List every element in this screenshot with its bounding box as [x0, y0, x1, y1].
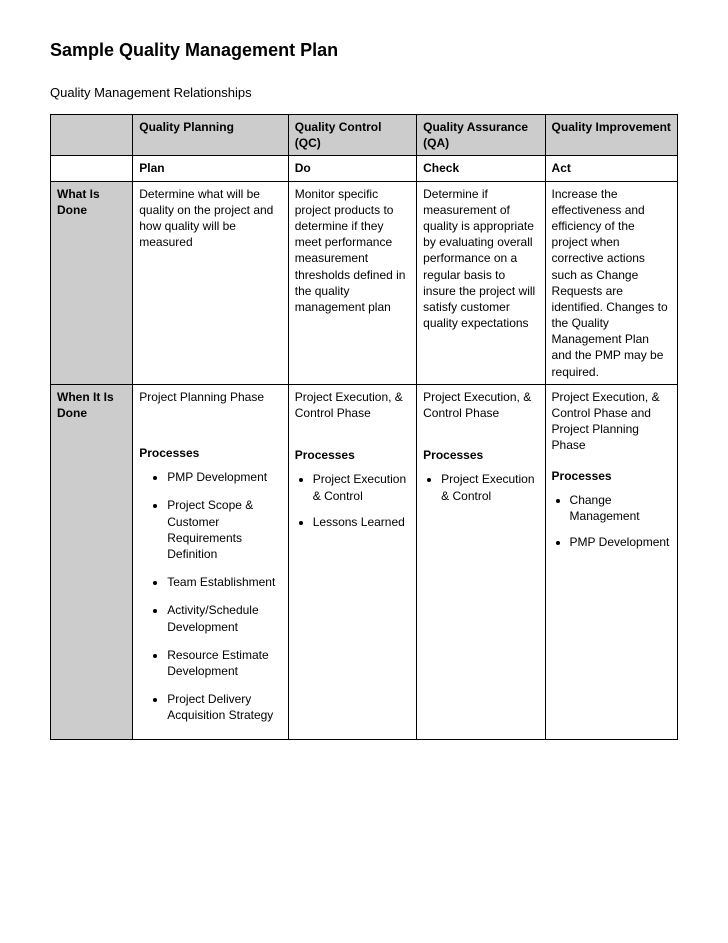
subheader-col4: Act [545, 156, 677, 181]
subheader-blank [51, 156, 133, 181]
list-item: Project Scope & Customer Requirements De… [167, 497, 281, 562]
subheader-col1: Plan [133, 156, 288, 181]
list-item: PMP Development [570, 534, 671, 550]
row2-c2: Project Execution, & Control Phase Proce… [288, 384, 416, 740]
row1-c4: Increase the effectiveness and efficienc… [545, 181, 677, 384]
page-title: Sample Quality Management Plan [50, 40, 678, 61]
phase-text: Project Execution, & Control Phase [423, 389, 538, 421]
list-item: Change Management [570, 492, 671, 524]
qm-table: Quality Planning Quality Control (QC) Qu… [50, 114, 678, 740]
header-blank [51, 115, 133, 156]
processes-heading: Processes [552, 468, 671, 484]
row2-c3: Project Execution, & Control Phase Proce… [417, 384, 545, 740]
table-row-subheader: Plan Do Check Act [51, 156, 678, 181]
subheader-col3: Check [417, 156, 545, 181]
header-col2: Quality Control (QC) [288, 115, 416, 156]
list-item: Team Establishment [167, 574, 281, 590]
list-item: Activity/Schedule Development [167, 602, 281, 634]
row1-c3: Determine if measurement of quality is a… [417, 181, 545, 384]
process-list: Project Execution & Control [423, 471, 538, 503]
row2-label: When It Is Done [51, 384, 133, 740]
list-item: Resource Estimate Development [167, 647, 281, 679]
table-row: When It Is Done Project Planning Phase P… [51, 384, 678, 740]
phase-text: Project Planning Phase [139, 389, 281, 405]
page-subtitle: Quality Management Relationships [50, 85, 678, 100]
row2-c1: Project Planning Phase Processes PMP Dev… [133, 384, 288, 740]
subheader-col2: Do [288, 156, 416, 181]
process-list: Project Execution & Control Lessons Lear… [295, 471, 410, 530]
row1-c2: Monitor specific project products to det… [288, 181, 416, 384]
table-row: What Is Done Determine what will be qual… [51, 181, 678, 384]
process-list: Change Management PMP Development [552, 492, 671, 551]
row1-c1: Determine what will be quality on the pr… [133, 181, 288, 384]
phase-text: Project Execution, & Control Phase and P… [552, 389, 671, 454]
list-item: Project Execution & Control [313, 471, 410, 503]
process-list: PMP Development Project Scope & Customer… [139, 469, 281, 723]
header-col1: Quality Planning [133, 115, 288, 156]
row1-label: What Is Done [51, 181, 133, 384]
processes-heading: Processes [423, 447, 538, 463]
processes-heading: Processes [295, 447, 410, 463]
list-item: Lessons Learned [313, 514, 410, 530]
phase-text: Project Execution, & Control Phase [295, 389, 410, 421]
processes-heading: Processes [139, 445, 281, 461]
table-row-header: Quality Planning Quality Control (QC) Qu… [51, 115, 678, 156]
list-item: PMP Development [167, 469, 281, 485]
list-item: Project Execution & Control [441, 471, 538, 503]
header-col4: Quality Improvement [545, 115, 677, 156]
header-col3: Quality Assurance (QA) [417, 115, 545, 156]
row2-c4: Project Execution, & Control Phase and P… [545, 384, 677, 740]
list-item: Project Delivery Acquisition Strategy [167, 691, 281, 723]
